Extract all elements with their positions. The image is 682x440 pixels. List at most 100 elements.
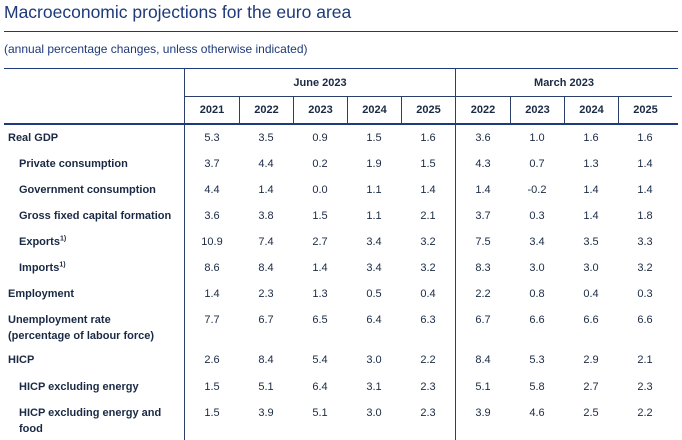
value-cell: 0.8: [529, 288, 545, 300]
value-cell: 3.0: [529, 262, 545, 274]
value-cell: -0.2: [527, 184, 547, 196]
row-label-text: HICP excluding energy: [19, 381, 139, 393]
value-cell: 6.6: [637, 314, 653, 326]
group-header-1: March 2023: [534, 77, 594, 89]
value-cell: 10.9: [201, 236, 223, 248]
row-label: Exports1): [19, 234, 194, 250]
group-header-rule-0: [185, 96, 455, 97]
value-cell: 1.4: [204, 288, 220, 300]
row-label: HICP excluding energy: [19, 379, 194, 395]
row-label: Private consumption: [19, 156, 194, 172]
value-cell: 8.6: [204, 262, 220, 274]
title-rule: [4, 31, 678, 32]
value-cell: 7.5: [475, 236, 491, 248]
row-label: Government consumption: [19, 182, 194, 198]
value-cell: 2.1: [637, 354, 653, 366]
value-cell: 8.4: [258, 262, 274, 274]
value-cell: 2.9: [583, 354, 599, 366]
row-label: Imports1): [19, 260, 194, 276]
value-cell: 0.5: [366, 288, 382, 300]
value-cell: 8.3: [475, 262, 491, 274]
value-cell: 2.2: [420, 354, 436, 366]
table-top-rule: [4, 68, 678, 69]
row-label-text: Private consumption: [19, 158, 128, 170]
header-bottom-rule: [4, 123, 678, 125]
value-cell: 6.7: [475, 314, 491, 326]
value-cell: 1.3: [312, 288, 328, 300]
value-cell: 3.9: [258, 407, 274, 419]
value-cell: 1.1: [366, 210, 382, 222]
value-cell: 1.4: [637, 184, 653, 196]
value-cell: 3.5: [258, 132, 274, 144]
value-cell: 2.3: [420, 381, 436, 393]
value-cell: 8.4: [475, 354, 491, 366]
footnote-marker: 1): [59, 235, 67, 243]
row-label: HICP: [8, 352, 183, 368]
row-label: HICP excluding energy and food: [19, 405, 194, 437]
value-cell: 1.4: [420, 184, 436, 196]
value-cell: 3.3: [637, 236, 653, 248]
value-cell: 0.3: [529, 210, 545, 222]
value-cell: 1.4: [475, 184, 491, 196]
value-cell: 2.3: [420, 407, 436, 419]
page-title: Macroeconomic projections for the euro a…: [4, 2, 352, 22]
page-subtitle: (annual percentage changes, unless other…: [4, 42, 308, 56]
value-cell: 2.3: [637, 381, 653, 393]
value-cell: 0.0: [312, 184, 328, 196]
row-label-text: HICP excluding energy and: [19, 407, 162, 419]
value-cell: 5.8: [529, 381, 545, 393]
value-cell: 1.4: [583, 184, 599, 196]
group-divider-march: [455, 69, 456, 440]
year-header-1-3: 2025: [618, 97, 672, 123]
value-cell: 0.4: [420, 288, 436, 300]
row-label-text: Exports: [19, 236, 60, 248]
value-cell: 5.3: [204, 132, 220, 144]
value-cell: 6.3: [420, 314, 436, 326]
group-divider-june: [184, 69, 185, 440]
value-cell: 1.4: [583, 210, 599, 222]
value-cell: 1.8: [637, 210, 653, 222]
value-cell: 1.9: [366, 158, 382, 170]
value-cell: 1.6: [637, 132, 653, 144]
value-cell: 3.2: [420, 262, 436, 274]
footnote-marker: 1): [59, 261, 66, 269]
value-cell: 8.4: [258, 354, 274, 366]
row-label-text-continued: food: [19, 423, 43, 435]
value-cell: 6.7: [258, 314, 274, 326]
value-cell: 1.3: [583, 158, 599, 170]
row-label-text-continued: (percentage of labour force): [8, 330, 155, 342]
value-cell: 2.1: [420, 210, 436, 222]
row-label: Gross fixed capital formation: [19, 208, 194, 224]
value-cell: 3.2: [637, 262, 653, 274]
value-cell: 1.1: [366, 184, 382, 196]
value-cell: 1.0: [529, 132, 545, 144]
year-header-0-1: 2022: [239, 97, 293, 123]
value-cell: 2.7: [583, 381, 599, 393]
value-cell: 1.5: [312, 210, 328, 222]
row-label-text: Government consumption: [19, 184, 156, 196]
value-cell: 4.3: [475, 158, 491, 170]
value-cell: 0.2: [312, 158, 328, 170]
value-cell: 2.3: [258, 288, 274, 300]
value-cell: 2.5: [583, 407, 599, 419]
value-cell: 3.5: [583, 236, 599, 248]
value-cell: 2.2: [637, 407, 653, 419]
value-cell: 5.4: [312, 354, 328, 366]
value-cell: 6.5: [312, 314, 328, 326]
value-cell: 6.6: [529, 314, 545, 326]
value-cell: 1.5: [204, 407, 220, 419]
year-header-0-3: 2024: [347, 97, 401, 123]
row-label: Unemployment rate (percentage of labour f…: [8, 312, 183, 344]
row-label-text: HICP: [8, 354, 35, 366]
row-label: Employment: [8, 286, 183, 302]
value-cell: 3.2: [420, 236, 436, 248]
value-cell: 6.6: [583, 314, 599, 326]
value-cell: 3.0: [366, 354, 382, 366]
value-cell: 3.1: [366, 381, 382, 393]
value-cell: 2.6: [204, 354, 220, 366]
value-cell: 6.4: [312, 381, 328, 393]
value-cell: 0.3: [637, 288, 653, 300]
row-label-text: Imports: [19, 262, 60, 274]
value-cell: 0.9: [312, 132, 328, 144]
year-header-1-0: 2022: [470, 104, 496, 116]
